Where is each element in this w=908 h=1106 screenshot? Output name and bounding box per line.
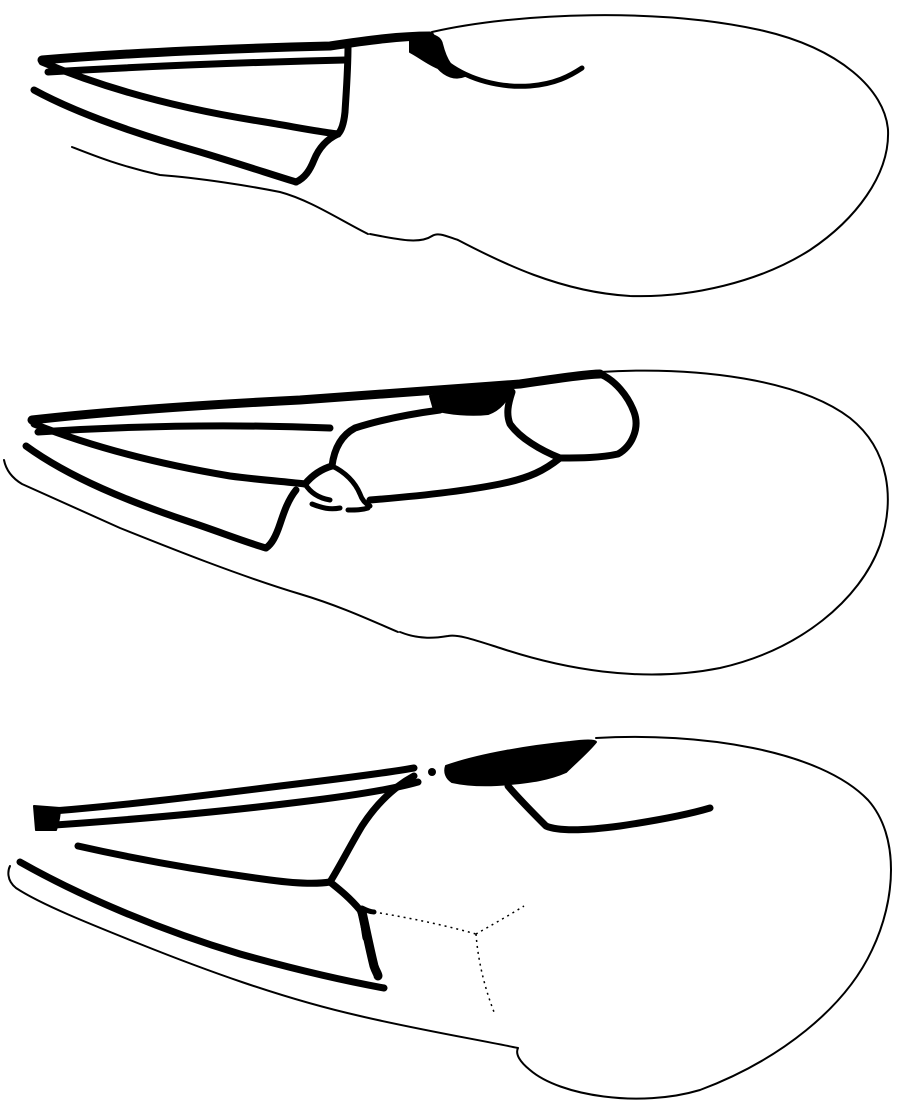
wing-2-cell-upper <box>328 406 444 470</box>
wing-2-marginal-cell <box>556 370 640 462</box>
wing-2-medial-vein <box>30 420 309 488</box>
wing-2-crossvein-a <box>301 462 336 488</box>
wing-1 <box>30 14 890 298</box>
wing-2-crossvein-b <box>262 486 300 552</box>
wing-2-outline <box>3 369 889 676</box>
wing-3-dotted-vein-a <box>373 911 477 935</box>
wing-3-stigma <box>444 739 597 787</box>
wing-3-medial-vein <box>74 842 334 887</box>
wing-3-costa <box>36 764 418 816</box>
wing-2-costa <box>27 369 605 425</box>
wing-3-dotted-vein-c <box>475 933 495 1013</box>
wing-3-radial-vein <box>504 782 714 834</box>
wing-2-discal-cell <box>302 463 373 509</box>
wing-1-crossvein-b <box>292 130 342 186</box>
wing-2-crossvein-stigma <box>504 388 564 462</box>
wing-2 <box>3 369 889 676</box>
wing-1-medial-vein <box>38 58 342 138</box>
wing-1-costa-lower <box>44 56 349 76</box>
wing-3-spur <box>359 905 377 915</box>
wing-1-costa <box>37 31 435 65</box>
wing-3-nodus <box>428 768 436 776</box>
wing-2-discal-break <box>309 501 371 513</box>
wing-1-radial-vein <box>445 61 585 89</box>
wing-2-costa-lower <box>34 422 334 436</box>
wing-2-anal-vein <box>22 442 270 552</box>
wing-3-basal-vein <box>326 772 418 886</box>
wing-1-crossvein-a <box>334 42 352 138</box>
wing-3-anal-vein <box>16 858 388 992</box>
wing-1-outline <box>71 14 890 298</box>
wing-3-outline <box>7 735 892 1100</box>
wing-3-cubital-vein <box>357 907 383 981</box>
wing-3 <box>7 735 892 1100</box>
wing-3-dotted-vein-b <box>475 905 525 935</box>
wing-2-stigma <box>429 387 513 416</box>
wing-3-subcosta <box>36 778 422 830</box>
wing-2-submarginal-vein <box>366 454 564 504</box>
wing-1-anal-vein <box>30 86 300 186</box>
